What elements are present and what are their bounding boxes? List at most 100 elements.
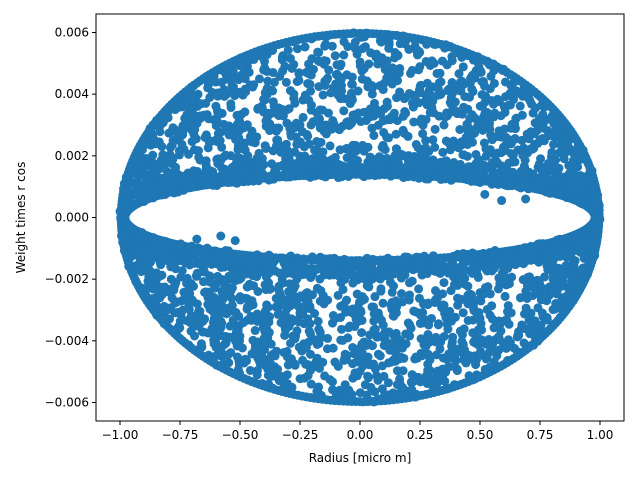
scatter-point xyxy=(576,171,586,181)
scatter-point xyxy=(373,59,383,69)
scatter-point xyxy=(357,328,367,338)
scatter-point xyxy=(335,145,345,155)
scatter-point xyxy=(306,379,316,389)
scatter-point xyxy=(533,174,543,184)
x-tick-label: 0.50 xyxy=(467,428,494,442)
scatter-point xyxy=(273,364,283,374)
scatter-point xyxy=(328,385,338,395)
scatter-point xyxy=(179,287,189,297)
scatter-point xyxy=(494,331,504,341)
scatter-point xyxy=(146,192,156,202)
scatter-point xyxy=(421,135,431,145)
scatter-point xyxy=(312,386,322,396)
scatter-point xyxy=(279,372,289,382)
scatter-point xyxy=(189,281,199,291)
scatter-point xyxy=(192,234,202,244)
scatter-point xyxy=(359,64,369,74)
scatter-point xyxy=(223,259,233,269)
scatter-point xyxy=(343,305,353,315)
scatter-point xyxy=(579,185,589,195)
scatter-point xyxy=(224,271,234,281)
scatter-point xyxy=(513,252,523,262)
scatter-point xyxy=(217,77,227,87)
scatter-point xyxy=(370,364,380,374)
scatter-point xyxy=(304,59,314,69)
scatter-point xyxy=(500,77,510,87)
scatter-point xyxy=(479,289,489,299)
scatter-point xyxy=(330,51,340,61)
scatter-point xyxy=(495,319,505,329)
scatter-point xyxy=(192,299,202,309)
scatter-point xyxy=(566,177,576,187)
scatter-point xyxy=(270,371,280,381)
scatter-point xyxy=(503,307,513,317)
scatter-point xyxy=(549,119,559,129)
scatter-point xyxy=(484,112,494,122)
scatter-point xyxy=(286,251,296,261)
scatter-point xyxy=(209,314,219,324)
scatter-point xyxy=(306,100,316,110)
scatter-point xyxy=(138,194,148,204)
scatter-point xyxy=(501,315,511,325)
scatter-point xyxy=(230,236,240,246)
scatter-point xyxy=(439,120,449,130)
scatter-point xyxy=(232,121,242,131)
scatter-point xyxy=(445,108,455,118)
scatter-point xyxy=(295,308,305,318)
scatter-point xyxy=(342,70,352,80)
scatter-point xyxy=(430,124,440,134)
scatter-point xyxy=(326,88,336,98)
scatter-point xyxy=(547,158,557,168)
scatter-point xyxy=(353,317,363,327)
scatter-point xyxy=(164,287,174,297)
scatter-point xyxy=(424,88,434,98)
scatter-point xyxy=(467,290,477,300)
scatter-point xyxy=(213,117,223,127)
scatter-point xyxy=(339,37,349,47)
scatter-point xyxy=(195,155,205,165)
scatter-point xyxy=(521,194,531,204)
scatter-point xyxy=(314,255,324,265)
scatter-point xyxy=(481,144,491,154)
scatter-point xyxy=(315,327,325,337)
scatter-point xyxy=(448,166,458,176)
scatter-point xyxy=(271,302,281,312)
scatter-point xyxy=(194,146,203,156)
scatter-point xyxy=(474,250,484,260)
y-tick-label: −0.006 xyxy=(45,396,89,410)
scatter-point xyxy=(384,339,394,349)
scatter-point xyxy=(213,129,223,139)
scatter-point xyxy=(261,263,271,273)
scatter-point xyxy=(266,339,276,349)
scatter-point xyxy=(350,37,360,47)
scatter-point xyxy=(382,132,392,142)
scatter-point xyxy=(577,237,587,247)
scatter-point xyxy=(519,143,529,153)
scatter-point xyxy=(365,330,375,340)
scatter-point xyxy=(305,349,315,359)
scatter-point xyxy=(371,49,381,59)
scatter-point xyxy=(253,342,263,352)
scatter-point xyxy=(477,101,487,111)
scatter-point xyxy=(559,154,569,164)
scatter-point xyxy=(531,243,541,253)
scatter-point xyxy=(480,189,490,199)
x-tick-label: −0.75 xyxy=(162,428,199,442)
scatter-point xyxy=(303,314,313,324)
scatter-point xyxy=(211,101,221,111)
scatter-point xyxy=(320,41,330,51)
scatter-point xyxy=(295,137,305,147)
scatter-point xyxy=(340,380,350,390)
scatter-point xyxy=(458,62,468,72)
scatter-point xyxy=(217,331,227,341)
scatter-point xyxy=(512,332,522,342)
scatter-point xyxy=(217,318,227,328)
scatter-point xyxy=(254,169,264,179)
scatter-point xyxy=(294,69,304,79)
scatter-point xyxy=(445,145,455,155)
scatter-point xyxy=(403,259,413,269)
scatter-point xyxy=(405,157,415,167)
scatter-point xyxy=(242,356,252,366)
scatter-point xyxy=(261,285,271,295)
